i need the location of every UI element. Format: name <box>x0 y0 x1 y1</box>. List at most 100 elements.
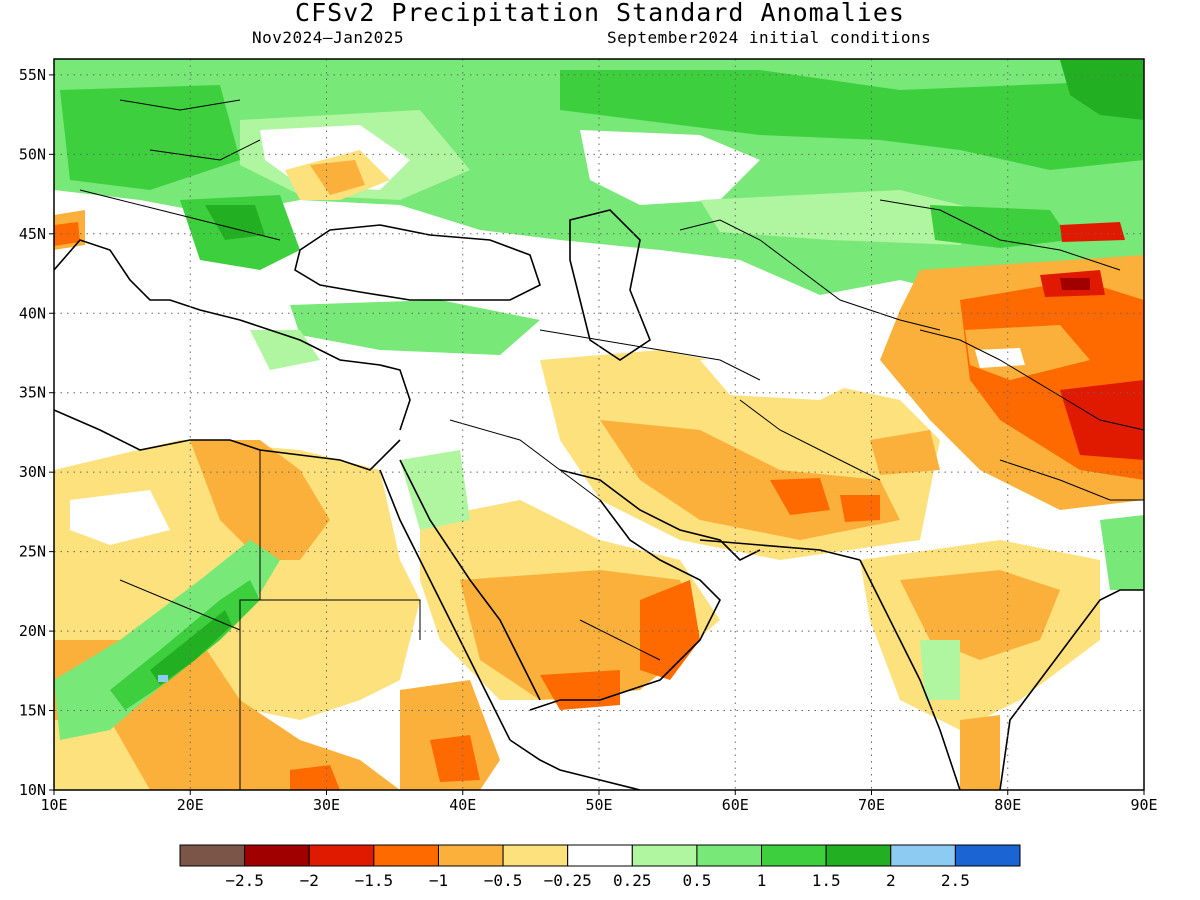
anomaly-region <box>300 240 560 300</box>
colorbar-label: 1.5 <box>812 871 841 890</box>
anomaly-region <box>840 495 880 522</box>
colorbar-swatch <box>179 844 246 867</box>
colorbar-swatch <box>631 844 698 867</box>
anomaly-region <box>960 715 1000 790</box>
india-coast <box>859 559 1144 790</box>
border-line <box>739 399 881 481</box>
anomaly-region <box>920 640 960 700</box>
lat-tick-label: 30N <box>19 463 46 481</box>
lon-tick-label: 20E <box>177 796 204 814</box>
africa-north-coast <box>54 409 401 471</box>
latitude-axis: 10N 15N 20N 25N 30N 35N 40N 45N 50N 55N <box>19 66 54 799</box>
colorbar-swatch <box>696 844 763 867</box>
initial-conditions: September2024 initial conditions <box>607 28 932 47</box>
colorbar-swatch <box>437 844 504 867</box>
colorbar-swatch <box>502 844 569 867</box>
border-line <box>679 219 941 331</box>
border-line <box>449 419 601 501</box>
colorbar-label: 1 <box>757 871 767 890</box>
red-sea-coast <box>379 459 541 741</box>
country-borders <box>79 99 1144 790</box>
anomaly-field <box>54 59 1144 790</box>
lat-tick-label: 10N <box>19 781 46 799</box>
anomaly-region <box>870 430 940 475</box>
anomaly-region <box>430 735 480 782</box>
colorbar-swatch <box>567 844 633 867</box>
border-line <box>919 329 1144 431</box>
lon-tick-label: 70E <box>858 796 885 814</box>
anomaly-region <box>930 205 1070 248</box>
colorbar-label: 0.5 <box>682 871 711 890</box>
map-title: CFSv2 Precipitation Standard Anomalies <box>295 0 905 27</box>
anomaly-region <box>158 675 168 682</box>
colorbar-label: 0.25 <box>613 871 652 890</box>
anomaly-region <box>310 160 365 195</box>
anomaly-region <box>70 490 170 545</box>
lat-tick-label: 35N <box>19 384 46 402</box>
caspian-sea-coast <box>569 209 651 361</box>
lat-tick-label: 15N <box>19 702 46 720</box>
anomaly-region <box>54 720 150 790</box>
colorbar-swatch <box>244 844 310 867</box>
colorbar <box>179 844 1021 867</box>
colorbar-swatch <box>890 844 956 867</box>
anomaly-region <box>60 85 240 190</box>
anomaly-region <box>580 130 760 205</box>
border-line <box>79 189 281 241</box>
anomaly-region <box>1060 222 1125 242</box>
anomaly-region <box>700 190 1000 245</box>
gridlines <box>54 59 1144 790</box>
anomaly-region <box>700 350 860 400</box>
lon-tick-label: 30E <box>313 796 340 814</box>
anomaly-region <box>1060 278 1090 290</box>
forecast-period: Nov2024—Jan2025 <box>252 28 404 47</box>
lat-tick-label: 40N <box>19 304 46 322</box>
lat-tick-label: 55N <box>19 66 46 84</box>
colorbar-label: −2.5 <box>225 871 264 890</box>
anomaly-region <box>250 330 320 370</box>
lon-tick-label: 90E <box>1130 796 1157 814</box>
lat-tick-label: 50N <box>19 145 46 163</box>
anomaly-region <box>560 70 1144 170</box>
mediterranean-north-coast <box>54 239 411 431</box>
anomaly-region <box>290 765 340 790</box>
colorbar-label: −1 <box>429 871 448 890</box>
colorbar-labels: −2.5 −2 −1.5 −1 −0.5 −0.25 0.25 0.5 1 1.5 2 2.5 <box>225 871 969 890</box>
colorbar-label: −2 <box>300 871 319 890</box>
colorbar-label: −0.5 <box>484 871 523 890</box>
colorbar-label: −0.25 <box>544 871 592 890</box>
africa-east-coast <box>509 739 641 790</box>
lon-tick-label: 80E <box>994 796 1021 814</box>
border-line <box>239 450 421 640</box>
black-sea-coast <box>294 224 541 301</box>
anomaly-region <box>205 205 265 240</box>
lat-tick-label: 25N <box>19 543 46 561</box>
colorbar-label: −1.5 <box>355 871 394 890</box>
colorbar-swatch <box>825 844 892 867</box>
iran-pakistan-coast <box>699 539 861 561</box>
anomaly-region <box>975 348 1025 368</box>
lon-tick-label: 40E <box>449 796 476 814</box>
border-line <box>119 579 241 790</box>
colorbar-swatch <box>954 844 1021 867</box>
anomaly-region <box>150 610 232 685</box>
colorbar-label: 2.5 <box>941 871 970 890</box>
border-line <box>119 99 261 161</box>
lon-tick-label: 10E <box>40 796 67 814</box>
anomaly-region <box>770 478 830 515</box>
colorbar-swatch <box>761 844 827 867</box>
anomaly-region <box>1100 515 1144 590</box>
lon-tick-label: 60E <box>722 796 749 814</box>
colorbar-label: 2 <box>886 871 896 890</box>
colorbar-swatch <box>373 844 439 867</box>
anomaly-region <box>900 570 1060 660</box>
lat-tick-label: 20N <box>19 622 46 640</box>
lon-tick-label: 50E <box>585 796 612 814</box>
anomaly-region <box>400 450 470 530</box>
border-line <box>579 619 661 661</box>
coastlines <box>54 209 1144 790</box>
longitude-axis: 10E 20E 30E 40E 50E 60E 70E 80E 90E <box>40 790 1158 814</box>
border-line <box>999 459 1144 501</box>
border-line <box>879 199 1121 271</box>
